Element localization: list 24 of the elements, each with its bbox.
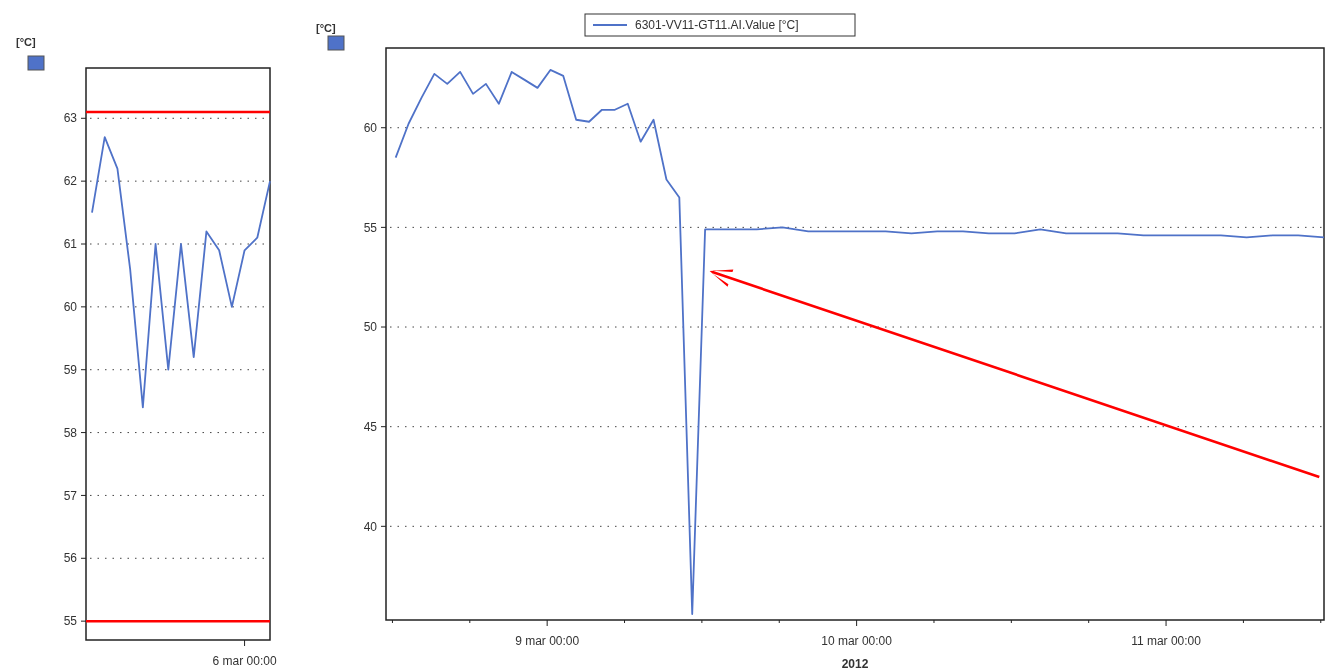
y-tick-label: 50 — [363, 320, 378, 335]
line-series — [394, 69, 1325, 615]
y-tick-label: 45 — [363, 419, 378, 434]
y-tick-label: 40 — [363, 519, 378, 534]
y-tick-label: 56 — [63, 551, 78, 566]
x-tick-label: 11 mar 00:00 — [1131, 634, 1202, 648]
y-tick-label: 60 — [63, 300, 78, 315]
y-tick-label: 61 — [63, 237, 78, 252]
y-tick-label: 55 — [63, 614, 78, 629]
y-tick-label: 57 — [63, 488, 78, 503]
y-tick-label: 55 — [363, 220, 378, 235]
y-tick-label: 62 — [63, 174, 78, 189]
y-axis-title: [°C] — [316, 22, 337, 34]
x-tick-label: 6 mar 00:00 — [212, 654, 277, 668]
legend-label: 6301-VV11-GT11.AI.Value [°C] — [635, 18, 799, 33]
y-tick-label: 59 — [63, 362, 78, 377]
y-axis-title: [°C] — [16, 36, 37, 48]
x-tick-label: 9 mar 00:00 — [515, 634, 580, 648]
y-tick-label: 58 — [63, 425, 78, 440]
x-tick-label: 10 mar 00:00 — [821, 634, 893, 648]
y-tick-label: 60 — [363, 120, 378, 135]
x-axis-title: 2012 — [841, 657, 869, 671]
y-tick-label: 63 — [63, 111, 78, 126]
line-series — [91, 136, 271, 409]
